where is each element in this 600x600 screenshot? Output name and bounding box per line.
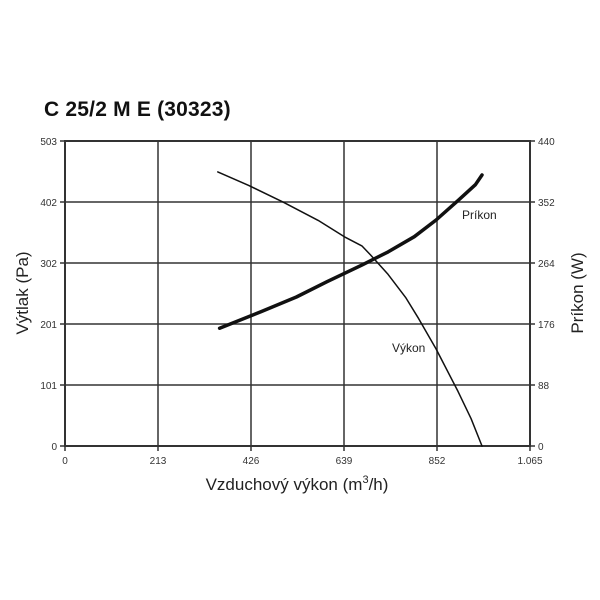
series-label-vykon: Výkon	[392, 341, 425, 355]
x-axis-label: Vzduchový výkon (m3/h)	[206, 474, 389, 494]
y2-axis-label: Príkon (W)	[568, 252, 587, 333]
y2-tick-label: 264	[538, 259, 555, 270]
y2-tick-label: 352	[538, 198, 555, 209]
series-line-vykon	[217, 171, 483, 447]
x-tick-label: 213	[150, 456, 167, 467]
plot-frame	[64, 140, 531, 447]
y2-axis-ticks: 0 88 176 264 352 440	[538, 137, 555, 453]
x-axis-label-superscript: 3	[362, 474, 368, 486]
chart-title: C 25/2 M E (30323)	[44, 98, 231, 121]
y-tick-label: 402	[40, 198, 57, 209]
y2-tick-label: 176	[538, 320, 555, 331]
y2-tick-label: 440	[538, 137, 555, 148]
x-tick-label: 1.065	[517, 456, 542, 467]
y-tick-label: 201	[40, 320, 57, 331]
x-tick-label: 639	[336, 456, 353, 467]
y-tick-label: 503	[40, 137, 57, 148]
x-axis-ticks: 0 213 426 639 852 1.065	[62, 456, 543, 467]
y-tick-label: 302	[40, 259, 57, 270]
series-line-prikon	[217, 173, 484, 330]
x-tick-label: 0	[62, 456, 68, 467]
y2-tick-label: 0	[538, 442, 544, 453]
y-axis-label: Výtlak (Pa)	[13, 251, 32, 334]
series-labels: Výkon Príkon	[392, 208, 497, 355]
y-axis-ticks: 0 101 201 302 402 503	[40, 137, 57, 453]
y-tick-label: 0	[51, 442, 57, 453]
series-label-prikon: Príkon	[462, 208, 497, 222]
y-tick-label: 101	[40, 381, 57, 392]
chart-series	[217, 171, 484, 447]
x-tick-label: 852	[429, 456, 446, 467]
y2-tick-label: 88	[538, 381, 550, 392]
x-tick-label: 426	[243, 456, 260, 467]
